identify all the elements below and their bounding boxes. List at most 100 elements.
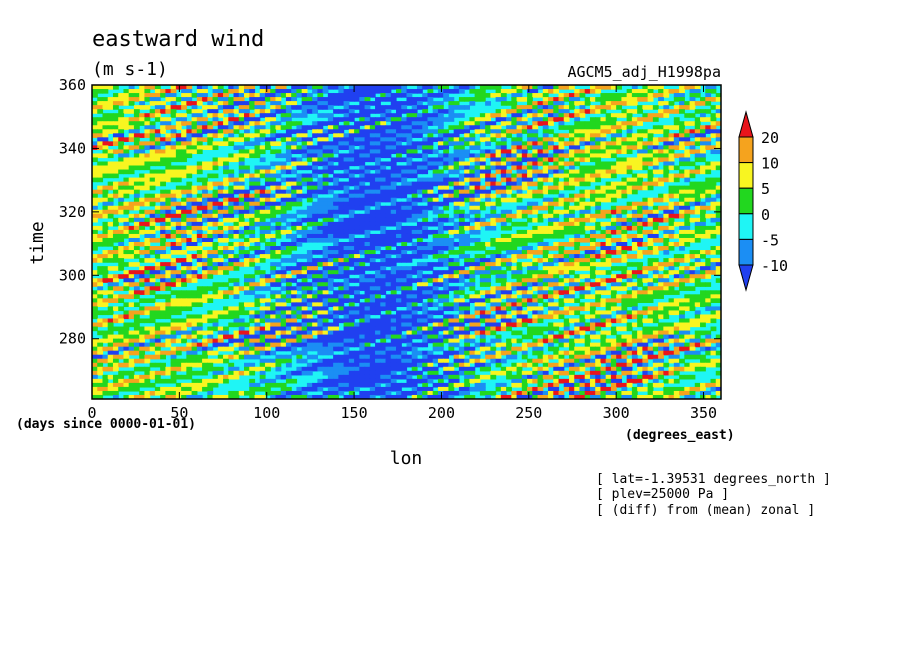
heatmap-cell xyxy=(495,157,502,163)
heatmap-cell xyxy=(181,250,187,255)
heatmap-cell xyxy=(390,197,397,203)
heatmap-cell xyxy=(464,258,470,263)
heatmap-cell xyxy=(170,233,177,239)
heatmap-cell xyxy=(144,274,151,279)
heatmap-cell xyxy=(385,286,392,291)
heatmap-cell xyxy=(589,189,596,195)
heatmap-cell xyxy=(128,290,135,295)
heatmap-cell xyxy=(238,121,245,126)
heatmap-cell xyxy=(511,177,518,183)
heatmap-cell xyxy=(375,173,381,179)
heatmap-cell xyxy=(584,141,591,146)
heatmap-cell xyxy=(123,221,130,227)
heatmap-cell xyxy=(563,205,570,211)
heatmap-cell xyxy=(348,177,355,183)
heatmap-cell xyxy=(107,274,114,279)
heatmap-cell xyxy=(406,113,413,118)
heatmap-cell xyxy=(668,141,675,146)
heatmap-cell xyxy=(443,181,450,187)
heatmap-cell xyxy=(333,185,339,191)
heatmap-cell xyxy=(553,254,560,259)
heatmap-cell xyxy=(479,258,486,263)
heatmap-cell xyxy=(333,201,339,207)
heatmap-cell xyxy=(600,197,607,203)
heatmap-cell xyxy=(181,302,187,308)
heatmap-cell xyxy=(238,157,245,163)
heatmap-cell xyxy=(181,278,187,283)
heatmap-cell xyxy=(380,262,387,267)
heatmap-cell xyxy=(511,109,518,114)
heatmap-cell xyxy=(364,242,371,247)
heatmap-cell xyxy=(637,129,643,134)
heatmap-cell xyxy=(312,205,318,211)
heatmap-cell xyxy=(553,157,560,163)
heatmap-cell xyxy=(196,129,203,134)
heatmap-cell xyxy=(589,217,596,223)
heatmap-cell xyxy=(485,173,491,179)
heatmap-cell xyxy=(684,217,691,223)
heatmap-cell xyxy=(238,181,245,187)
heatmap-cell xyxy=(359,101,366,106)
heatmap-cell xyxy=(521,246,528,251)
heatmap-cell xyxy=(107,185,114,191)
heatmap-cell xyxy=(306,197,313,203)
heatmap-cell xyxy=(485,137,491,142)
heatmap-cell xyxy=(160,225,166,231)
heatmap-cell xyxy=(92,153,98,159)
heatmap-cell xyxy=(568,149,575,155)
heatmap-cell xyxy=(422,278,429,283)
heatmap-cell xyxy=(102,302,109,308)
heatmap-cell xyxy=(244,169,250,175)
heatmap-cell xyxy=(411,125,418,130)
heatmap-cell xyxy=(191,217,198,223)
heatmap-cell xyxy=(301,270,308,275)
heatmap-cell xyxy=(532,101,539,106)
heatmap-cell xyxy=(506,294,512,299)
heatmap-cell xyxy=(385,105,392,110)
heatmap-cell xyxy=(626,262,633,267)
heatmap-cell xyxy=(107,169,114,175)
heatmap-cell xyxy=(694,121,701,126)
heatmap-cell xyxy=(354,133,360,138)
heatmap-cell xyxy=(338,137,345,142)
heatmap-cell xyxy=(479,173,486,179)
heatmap-cell xyxy=(631,121,638,126)
heatmap-cell xyxy=(165,282,172,287)
heatmap-cell xyxy=(296,181,303,187)
heatmap-cell xyxy=(406,274,413,279)
heatmap-cell xyxy=(521,177,528,183)
heatmap-cell xyxy=(181,85,187,90)
heatmap-cell xyxy=(306,213,313,219)
heatmap-cell xyxy=(516,298,523,303)
heatmap-cell xyxy=(291,181,298,187)
heatmap-cell xyxy=(616,181,623,187)
heatmap-cell xyxy=(375,105,381,110)
heatmap-cell xyxy=(228,109,235,114)
heatmap-cell xyxy=(296,121,303,126)
heatmap-cell xyxy=(280,250,287,255)
heatmap-cell xyxy=(338,246,345,251)
heatmap-cell xyxy=(705,294,712,299)
heatmap-cell xyxy=(375,290,381,295)
heatmap-cell xyxy=(343,185,350,191)
heatmap-cell xyxy=(668,262,675,267)
heatmap-cell xyxy=(411,294,418,299)
heatmap-cell xyxy=(301,173,308,179)
heatmap-cell xyxy=(149,169,156,175)
heatmap-cell xyxy=(301,101,308,106)
heatmap-cell xyxy=(301,89,308,94)
heatmap-cell xyxy=(228,246,235,251)
heatmap-cell xyxy=(605,185,612,191)
heatmap-cell xyxy=(175,177,182,183)
heatmap-cell xyxy=(616,246,623,251)
heatmap-cell xyxy=(270,97,277,102)
heatmap-cell xyxy=(563,197,570,203)
heatmap-cell xyxy=(254,177,261,183)
heatmap-cell xyxy=(600,109,607,114)
heatmap-cell xyxy=(432,197,439,203)
heatmap-cell xyxy=(322,161,329,167)
heatmap-cell xyxy=(579,229,586,235)
heatmap-cell xyxy=(207,125,214,130)
heatmap-cell xyxy=(527,209,533,215)
heatmap-cell xyxy=(92,169,98,175)
